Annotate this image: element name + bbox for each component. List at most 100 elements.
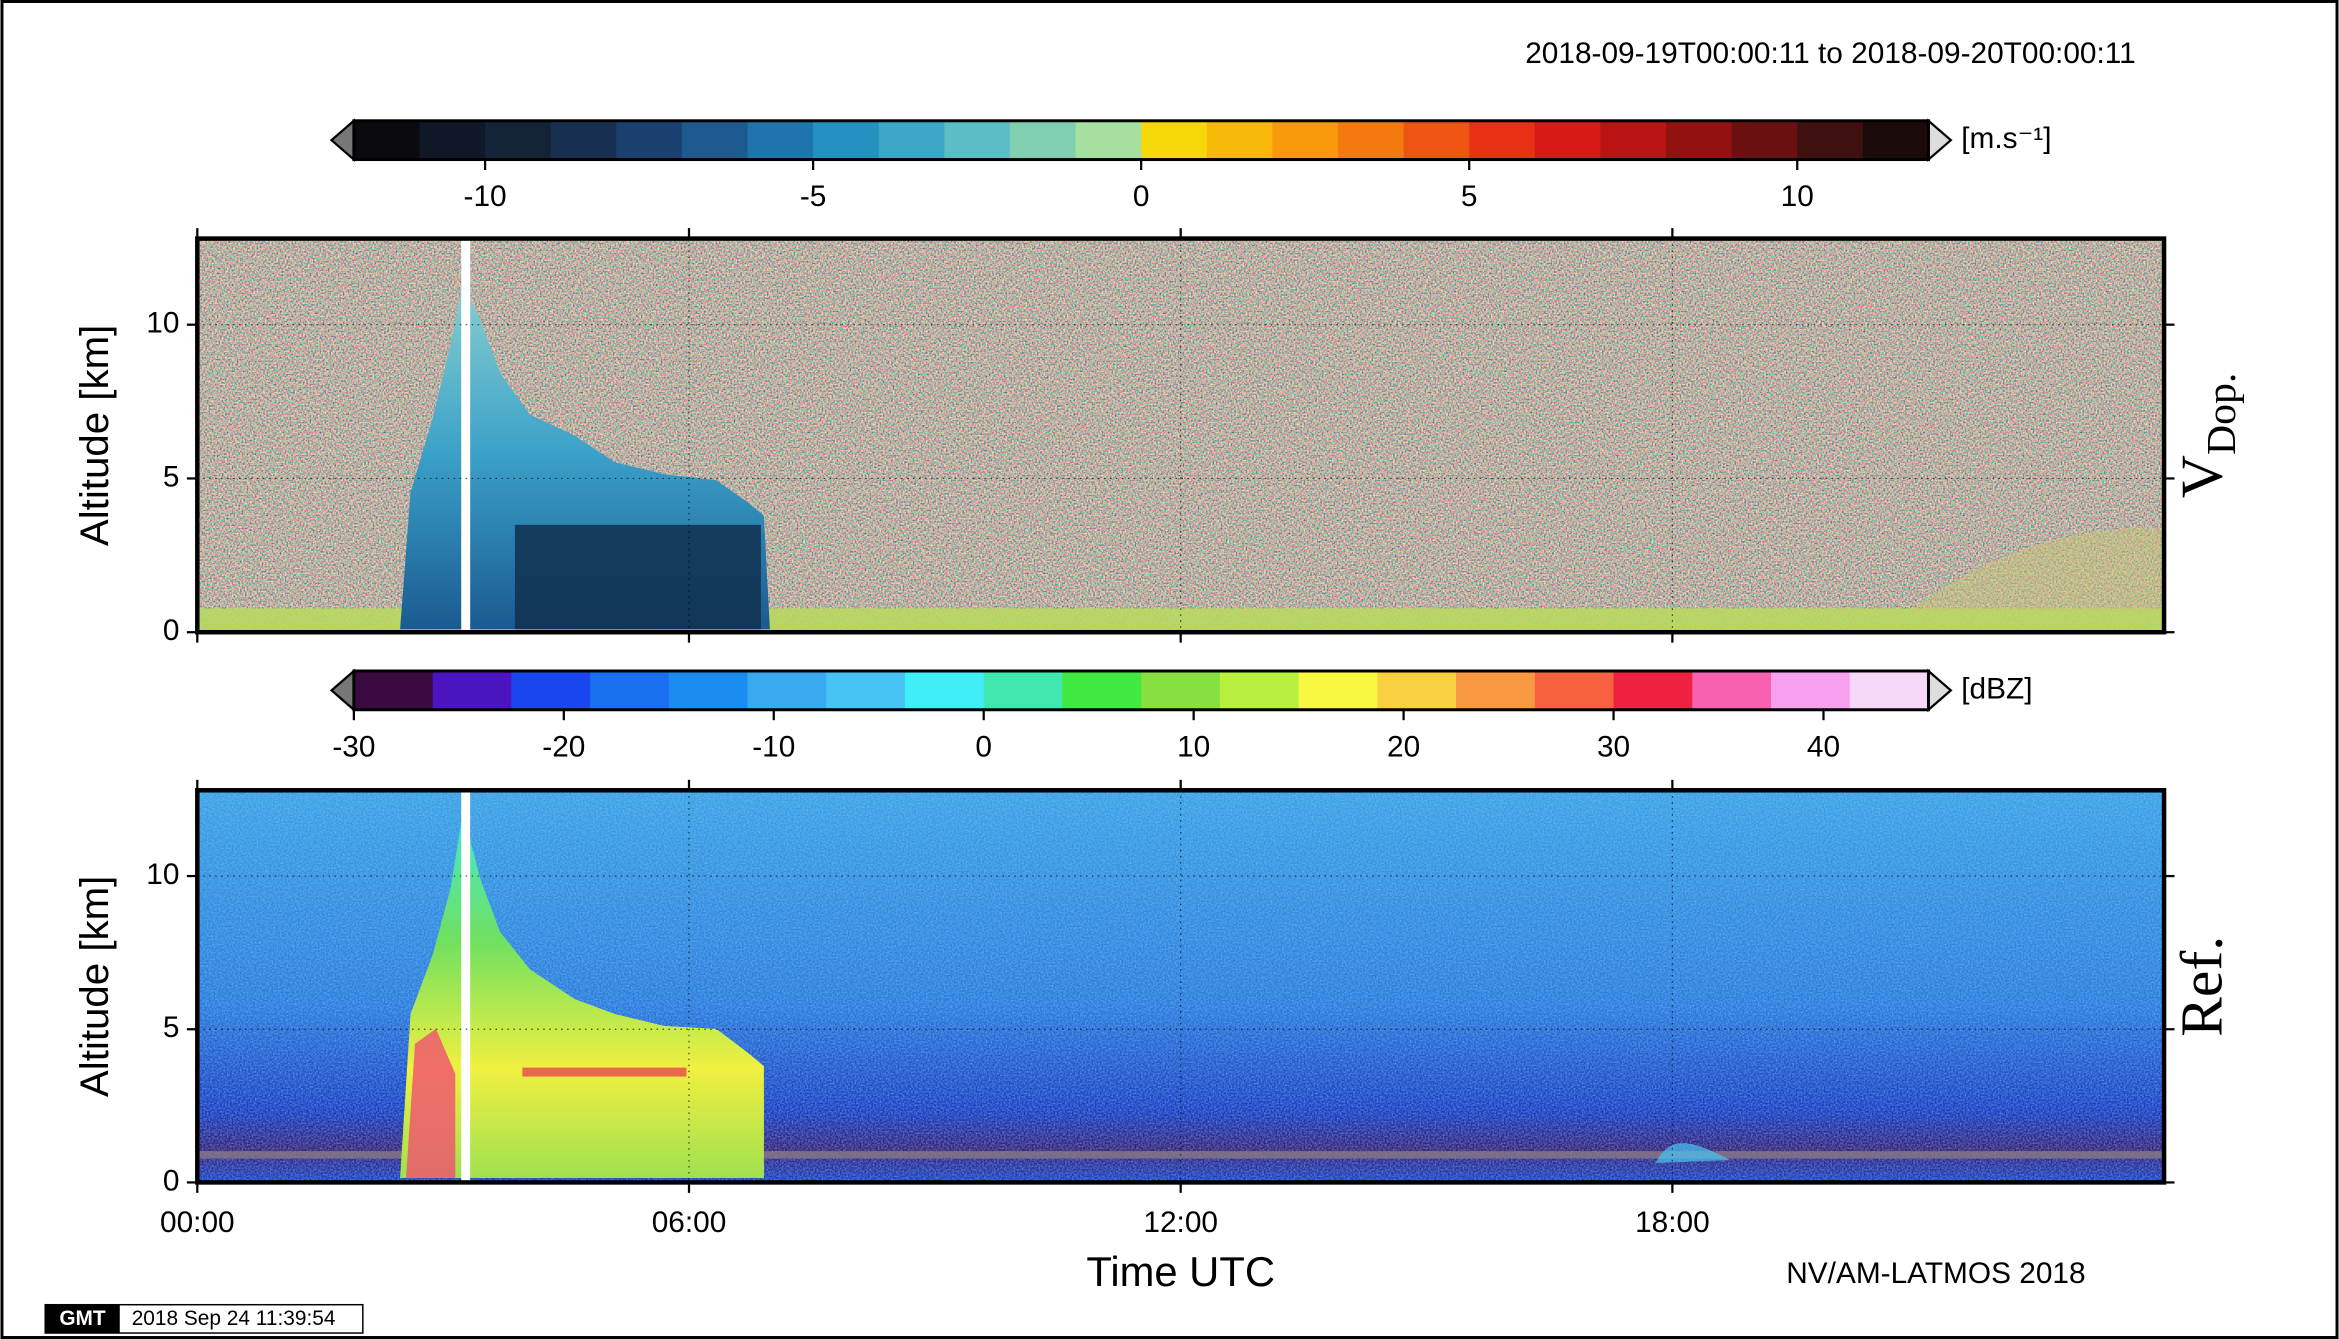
colorbar-tick-label: 5: [1461, 180, 1478, 213]
colorbar-segment: [353, 670, 434, 710]
colorbar-segment: [616, 120, 683, 160]
colorbar-tick-label: -10: [752, 730, 795, 763]
y-axis-label: Altitude [km]: [72, 876, 117, 1097]
colorbar-segment: [904, 670, 985, 710]
colorbar-segment: [1009, 120, 1077, 160]
colorbar-unit: [dBZ]: [1961, 672, 2032, 705]
colorbar-segment: [681, 120, 749, 160]
colorbar-segment: [1797, 120, 1864, 160]
colorbar-segment: [353, 120, 421, 160]
panel-title: Ref.: [2168, 936, 2234, 1037]
colorbar-segment: [944, 120, 1011, 160]
cloud-core: [406, 1028, 456, 1178]
colorbar-segment: [511, 670, 591, 710]
colorbar-segment: [1534, 670, 1615, 710]
colorbar-segment: [590, 670, 670, 710]
colorbar-tick-label: 40: [1807, 730, 1840, 763]
colorbar-frame: [352, 669, 1930, 712]
colorbar-tick-label: 30: [1597, 730, 1630, 763]
colorbar-segment: [1141, 670, 1221, 710]
colorbar-tick-label: -20: [542, 730, 585, 763]
colorbar-segment: [668, 670, 749, 710]
colorbar-tick-label: -10: [464, 180, 507, 213]
colorbar-arrow-low: [329, 118, 355, 162]
colorbar-tick-label: -30: [332, 730, 375, 763]
x-tick-label: 18:00: [1635, 1206, 1710, 1239]
period: 2018-09-19T00:00:11 to 2018-09-20T00:00:…: [1525, 37, 2136, 70]
colorbar-segment: [1337, 120, 1405, 160]
colorbar-segment: [813, 120, 880, 160]
y-tick-label: 5: [163, 460, 180, 493]
colorbar-segment: [1219, 670, 1300, 710]
colorbar-segment: [1377, 670, 1457, 710]
x-tick-label: 00:00: [160, 1206, 235, 1239]
colorbar-segment: [419, 120, 486, 160]
y-axis-label: Altitude [km]: [72, 325, 117, 546]
colorbar-tick-label: 10: [1781, 180, 1814, 213]
colorbar-segment: [1075, 120, 1142, 160]
panel-title-main: V: [2168, 455, 2234, 498]
stamp-logo-box: [45, 1304, 120, 1334]
colorbar-segment: [1534, 120, 1602, 160]
colorbar-tick-label: 0: [975, 730, 992, 763]
colorbar-segment: [1666, 120, 1733, 160]
gap: [461, 790, 471, 1183]
colorbar-segment: [485, 120, 552, 160]
colorbar-tick-label: -5: [800, 180, 827, 213]
colorbar-arrow-low: [329, 668, 355, 713]
colorbar-segment: [1272, 120, 1339, 160]
colorbar-segment: [747, 670, 827, 710]
colorbar-segment: [983, 670, 1064, 710]
cloud-core: [514, 524, 761, 630]
colorbar-segment: [1469, 120, 1536, 160]
plot-frame: [195, 788, 2167, 1185]
colorbar-segment: [1692, 670, 1772, 710]
colorbar-segment: [1456, 670, 1536, 710]
y-tick-label: 10: [146, 307, 179, 340]
stamp-logo: GMT: [59, 1307, 106, 1330]
plot-frame: [195, 236, 2167, 635]
colorbar-segment: [1298, 670, 1379, 710]
melting-layer: [522, 1067, 687, 1077]
colorbar-tick-label: 0: [1133, 180, 1150, 213]
colorbar-arrow-high: [1927, 118, 1953, 162]
colorbar-segment: [1206, 120, 1274, 160]
colorbar-segment: [432, 670, 513, 710]
colorbar-segment: [878, 120, 946, 160]
y-tick-label: 5: [163, 1011, 180, 1044]
colorbar-arrow-high: [1927, 668, 1953, 713]
colorbar-segment: [1862, 120, 1930, 160]
y-tick-label: 10: [146, 858, 179, 891]
colorbar-tick-label: 10: [1177, 730, 1210, 763]
panel-title-main: Ref.: [2168, 936, 2234, 1037]
colorbar-tick-label: 20: [1387, 730, 1420, 763]
colorbar-segment: [1731, 120, 1798, 160]
x-tick-label: 06:00: [652, 1206, 727, 1239]
ref-image: [197, 790, 2165, 1183]
colorbar-unit: [m.s⁻¹]: [1961, 122, 2051, 155]
echo: [1655, 1143, 1731, 1164]
stamp: 2018 Sep 24 11:39:54: [132, 1307, 336, 1330]
y-tick-label: 0: [163, 1164, 180, 1197]
colorbar-segment: [1403, 120, 1470, 160]
colorbar-segment: [1849, 670, 1930, 710]
gap: [461, 238, 471, 633]
colorbar-segment: [826, 670, 906, 710]
panel-title: VDop.: [2168, 373, 2245, 498]
colorbar-segment: [1600, 120, 1667, 160]
colorbar-segment: [1613, 670, 1694, 710]
colorbar-segment: [550, 120, 618, 160]
x-axis-label: Time UTC: [1086, 1248, 1275, 1295]
echo: [1909, 528, 2165, 612]
colorbar-segment: [747, 120, 814, 160]
y-tick-label: 0: [163, 614, 180, 647]
panel-title-subscript: Dop.: [2199, 373, 2245, 455]
credit: NV/AM-LATMOS 2018: [1786, 1257, 2085, 1290]
colorbar-segment: [1771, 670, 1851, 710]
x-tick-label: 12:00: [1143, 1206, 1218, 1239]
cloud: [400, 812, 764, 1178]
colorbar-segment: [1141, 120, 1208, 160]
